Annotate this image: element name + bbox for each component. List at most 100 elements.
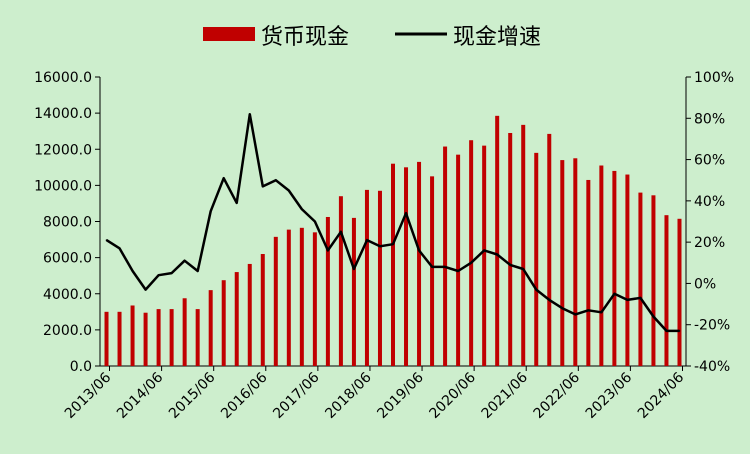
x-tick-label: 2013/06 [62,369,115,422]
left-tick-label: 4000.0 [43,287,92,303]
line-point [587,309,590,312]
bar [664,215,669,366]
line-point [496,253,498,256]
line-point [340,231,342,233]
line-point [131,270,134,272]
line-point [248,113,251,115]
x-tick-label: 2021/06 [479,369,532,422]
x-tick-label: 2016/06 [218,369,271,422]
line-point [535,288,538,291]
right-tick-label: -40% [694,359,730,375]
right-tick-label: 0% [694,276,716,292]
bar [364,189,369,366]
bar [338,196,343,366]
line-point [118,247,121,250]
line-point [144,288,147,291]
x-tick-label: 2018/06 [322,369,375,422]
line-point [288,189,290,192]
line-point [574,313,577,316]
right-tick-label: -20% [694,318,730,334]
line-point [392,243,394,246]
x-tick-label: 2019/06 [374,369,427,422]
bar [351,217,356,366]
bar [273,236,278,366]
x-tick-label: 2024/06 [635,369,688,422]
bar [625,174,630,366]
bar [182,298,187,366]
line-point [652,315,655,318]
line-point [678,330,681,332]
legend-bar-swatch [203,27,255,41]
left-tick-label: 16000.0 [34,70,92,86]
left-tick-label: 14000.0 [34,106,92,122]
line-point [235,202,238,204]
left-tick-label: 12000.0 [34,142,92,158]
bar [195,309,200,366]
bar [443,146,448,366]
right-tick-label: 20% [694,235,725,251]
line-point [275,179,277,182]
bar [612,170,617,366]
bar [521,124,526,366]
legend-line-label: 现金增速 [453,25,541,50]
right-tick-label: 80% [694,111,725,127]
bar [391,163,395,366]
line-point [470,261,472,264]
line-point [405,212,407,215]
bar [156,309,161,366]
bar [651,195,656,366]
bar [456,154,461,366]
bar [312,232,317,366]
bar [247,263,252,366]
line-point [157,274,160,276]
line-point [379,245,381,248]
bar [638,192,643,366]
line-point [639,297,642,299]
right-tick-label: 60% [694,153,725,169]
x-tick-label: 2017/06 [270,369,323,422]
bar [221,280,226,366]
bar [169,309,174,366]
bar [547,133,552,366]
line-point [196,270,199,272]
bar [377,190,382,366]
bar [299,227,304,366]
line-point [457,270,459,272]
x-tick-label: 2014/06 [114,369,167,422]
bar [495,115,500,366]
line-point [613,292,616,295]
left-tick-label: 2000.0 [43,323,92,339]
bar [143,312,148,366]
line-point [561,307,564,310]
line-point [548,299,551,301]
line-point [522,268,525,270]
line-point [431,266,433,268]
line-point [327,249,329,252]
bar [325,216,330,366]
right-tick-label: 40% [694,194,725,210]
line-point [509,264,512,266]
line-point [314,220,316,223]
right-tick-label: 100% [694,70,734,86]
x-tick-label: 2022/06 [531,369,584,422]
legend: 货币现金 现金增速 [203,25,541,50]
line-point [444,266,446,268]
left-tick-label: 8000.0 [43,215,92,231]
bar [573,158,578,366]
bar [404,167,409,366]
bar [234,272,239,366]
bar [117,311,122,366]
line-point [353,268,355,270]
line-point [600,311,603,314]
line-point [209,210,212,212]
bar [130,305,135,366]
bar [430,176,435,366]
x-tick-label: 2020/06 [427,369,480,422]
left-tick-label: 6000.0 [43,251,92,267]
line-point [222,177,225,179]
line-point [626,299,629,301]
bar [417,161,422,366]
bar [599,165,604,366]
